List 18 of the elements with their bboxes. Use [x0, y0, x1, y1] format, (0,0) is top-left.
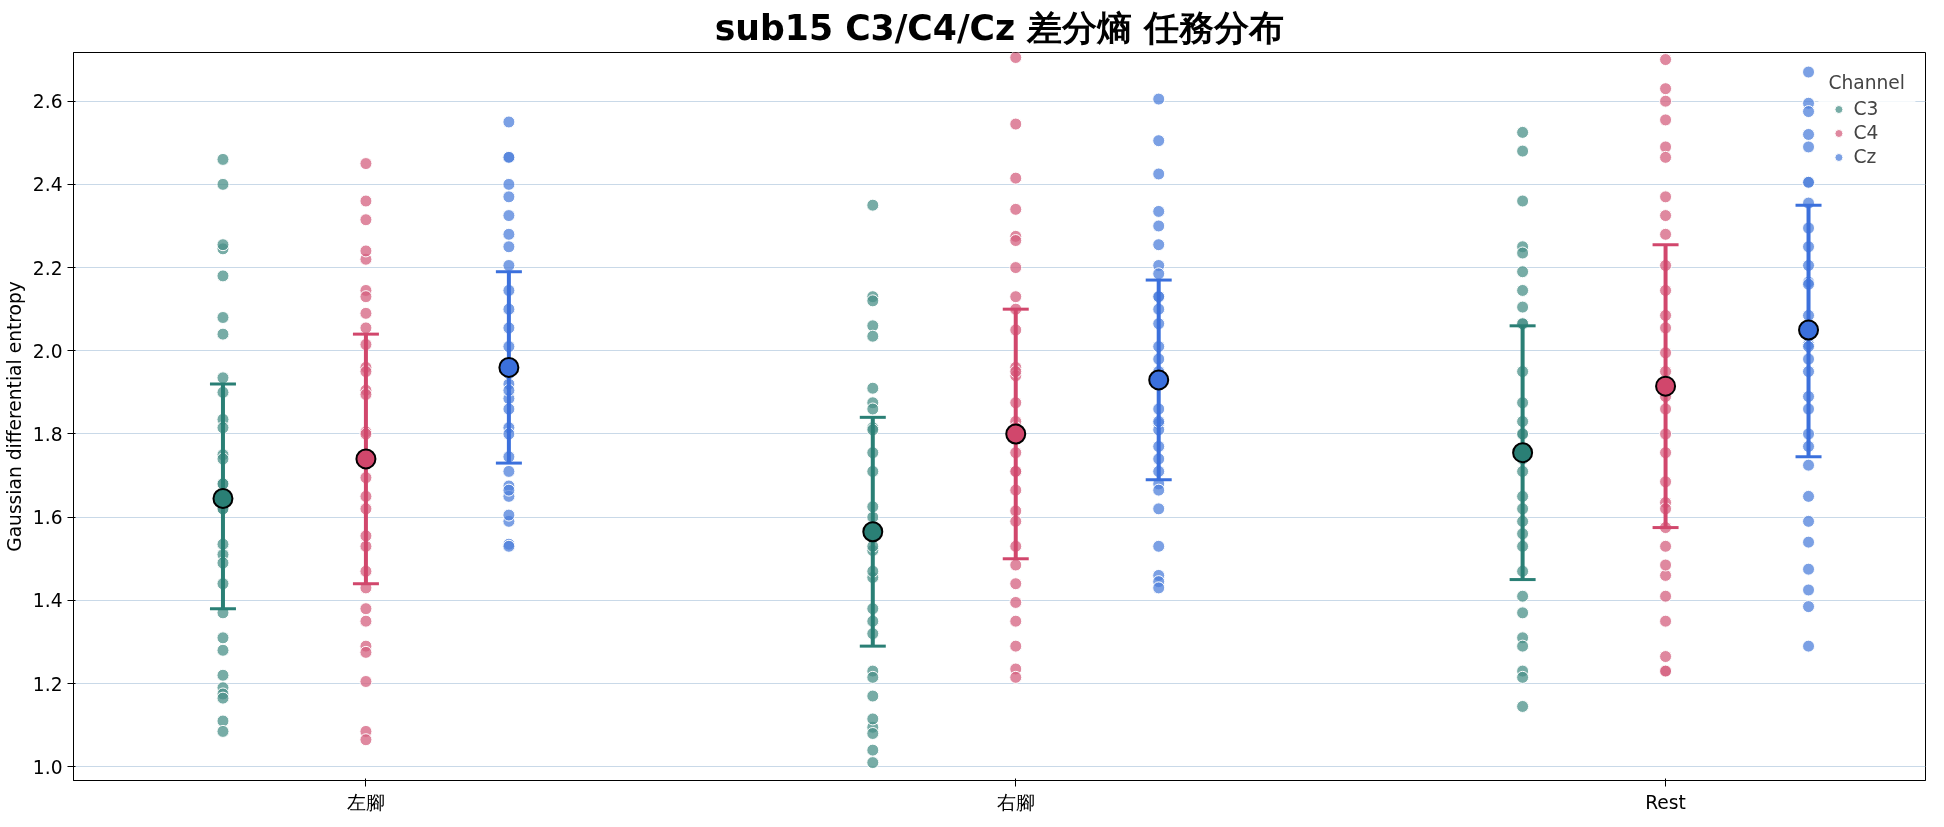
x-tick-label: 右腳: [996, 791, 1035, 813]
y-tick-label: 1.6: [32, 507, 63, 529]
x-tick-label: Rest: [1645, 791, 1686, 813]
y-tick-label: 1.4: [32, 590, 63, 612]
x-tick-label: 左腳: [346, 791, 385, 813]
y-tick-label: 2.6: [32, 91, 63, 113]
legend-title: Channel: [1828, 72, 1905, 93]
y-tick-label: 1.2: [32, 673, 63, 695]
y-axis-title: Gaussian differential entropy: [3, 281, 25, 552]
y-tick-label: 1.8: [32, 423, 63, 445]
chart-title: sub15 C3/C4/Cz 差分熵 任務分布: [714, 7, 1285, 48]
y-tick-label: 2.4: [32, 174, 63, 196]
legend-label: C4: [1853, 122, 1879, 143]
y-tick-label: 2.0: [32, 340, 63, 362]
legend-label: Cz: [1853, 146, 1877, 167]
y-tick-label: 1.0: [32, 756, 63, 778]
legend-label: C3: [1853, 98, 1879, 119]
y-tick-label: 2.2: [32, 257, 63, 279]
